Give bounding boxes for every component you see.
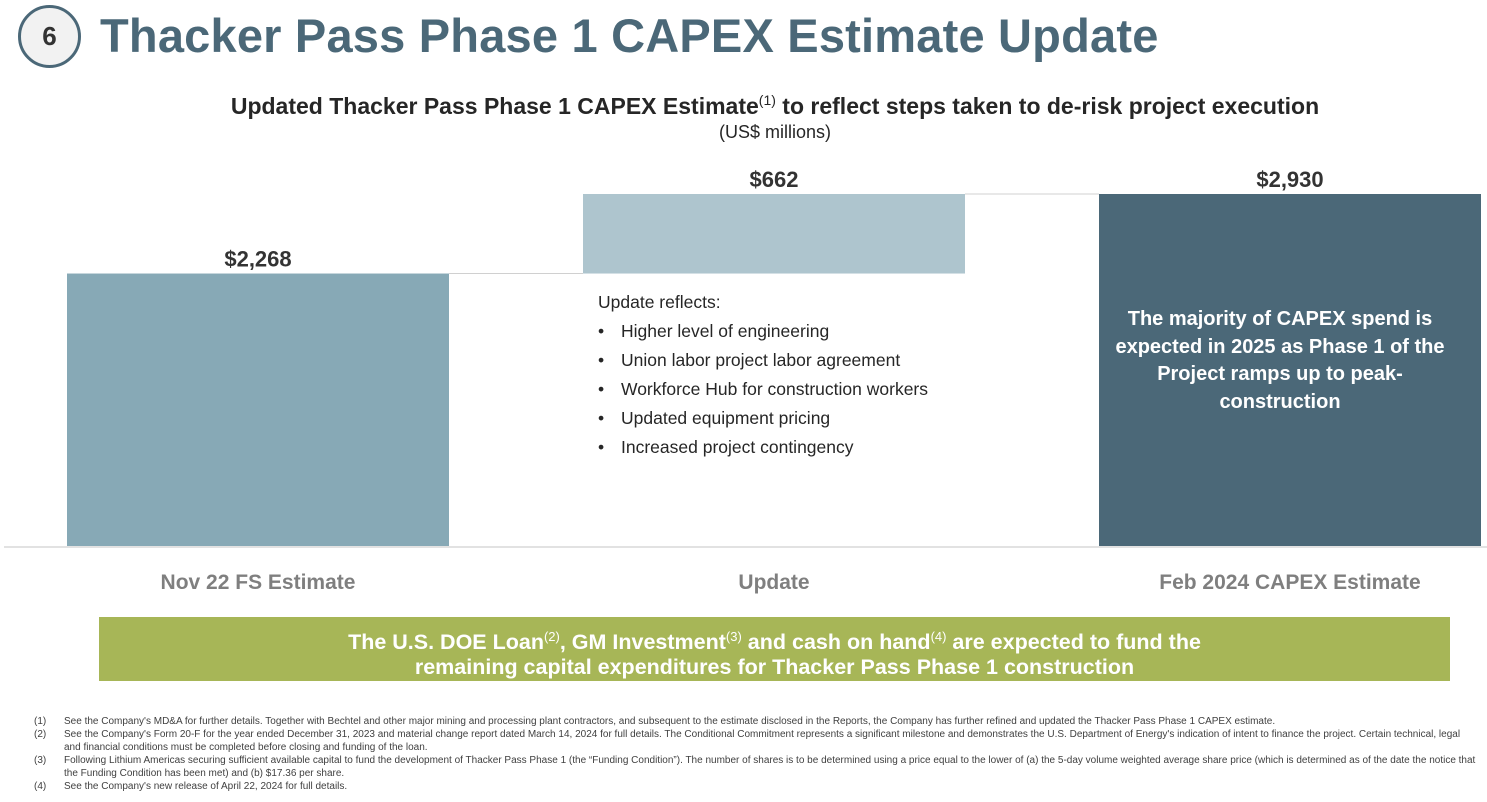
funding-banner-line-2: remaining capital expenditures for Thack…: [414, 655, 1135, 679]
footnote-text: See the Company's new release of April 2…: [64, 781, 348, 792]
update-note-lead: Update reflects:: [598, 292, 721, 312]
funding-banner: The U.S. DOE Loan(2), GM Investment(3) a…: [99, 617, 1450, 681]
bullet-icon: •: [598, 350, 605, 370]
update-note-item: • Higher level of engineering: [598, 321, 928, 342]
page-title: Thacker Pass Phase 1 CAPEX Estimate Upda…: [100, 9, 1159, 62]
category-label: Update: [738, 571, 809, 594]
update-note-list: • Higher level of engineering • Union labo…: [598, 321, 928, 458]
update-note-item: • Workforce Hub for construction workers: [598, 379, 928, 400]
funding-banner-line-1: The U.S. DOE Loan(2), GM Investment(3) a…: [99, 624, 1450, 655]
update-note-item-text: Increased project contingency: [621, 437, 854, 457]
bar-3: [1099, 194, 1481, 546]
update-note-item: • Union labor project labor agreement: [598, 350, 928, 371]
bullet-icon: •: [598, 321, 605, 341]
footnote-text: Following Lithium Americas securing suff…: [64, 755, 1476, 779]
footnote: (4) See the Company's new release of Apri…: [34, 780, 1479, 793]
bullet-icon: •: [598, 437, 605, 457]
chart-title: Updated Thacker Pass Phase 1 CAPEX Estim…: [0, 92, 1487, 120]
footnote: (3) Following Lithium Americas securing s…: [34, 754, 1479, 780]
footnote-number: (3): [34, 755, 47, 766]
category-label: Feb 2024 CAPEX Estimate: [1159, 571, 1420, 594]
footnotes: (1) See the Company's MD&A for further de…: [34, 715, 1479, 793]
footnote-ref-2: (2): [543, 629, 560, 644]
update-note-item-text: Updated equipment pricing: [621, 408, 831, 428]
funding-text-cash: and cash on hand: [741, 630, 931, 654]
footnote-text: See the Company's Form 20-F for the year…: [64, 729, 1461, 753]
funding-text-doe: The U.S. DOE Loan: [348, 630, 544, 654]
data-label: $2,930: [1256, 167, 1323, 192]
footnote-number: (4): [34, 781, 47, 792]
capex-waterfall-chart: $2,268 Nov 22 FS Estimate $662 Update $2,930…: [4, 167, 1487, 594]
data-label: $662: [750, 167, 799, 192]
data-label: $2,268: [224, 247, 291, 272]
footnote-ref-3: (3): [725, 629, 742, 644]
chart-title-suffix: to reflect steps taken to de-risk projec…: [775, 93, 1320, 119]
update-note-item: • Updated equipment pricing: [598, 408, 928, 429]
bar-1: [67, 273, 449, 546]
footnote-text: See the Company's MD&A for further detai…: [64, 716, 1276, 727]
footnote-number: (1): [34, 716, 47, 727]
slide-number: 6: [42, 21, 57, 51]
bullet-icon: •: [598, 408, 605, 428]
update-note-item-text: Higher level of engineering: [621, 321, 830, 341]
footnote-ref-4: (4): [930, 629, 947, 644]
update-note-item: • Increased project contingency: [598, 437, 928, 458]
slide-number-badge: 6: [18, 5, 81, 68]
footnote: (2) See the Company's Form 20-F for the y…: [34, 728, 1479, 754]
update-note-item-text: Union labor project labor agreement: [621, 350, 901, 370]
bar-2: [583, 194, 965, 274]
funding-text-gm: , GM Investment: [559, 630, 726, 654]
funding-text-end: are expected to fund the: [946, 630, 1201, 654]
footnote: (1) See the Company's MD&A for further de…: [34, 715, 1479, 728]
chart-title-text: Updated Thacker Pass Phase 1 CAPEX Estim…: [230, 93, 759, 119]
chart-title-footnote-ref: (1): [758, 92, 776, 108]
capex-spend-callout: The majority of CAPEX spend is expected …: [1115, 308, 1445, 413]
bullet-icon: •: [598, 379, 605, 399]
chart-units: (US$ millions): [718, 122, 832, 142]
update-note-item-text: Workforce Hub for construction workers: [621, 379, 929, 399]
footnote-number: (2): [34, 729, 47, 740]
category-label: Nov 22 FS Estimate: [161, 571, 356, 594]
update-note: Update reflects: • Higher level of engine…: [598, 292, 928, 466]
